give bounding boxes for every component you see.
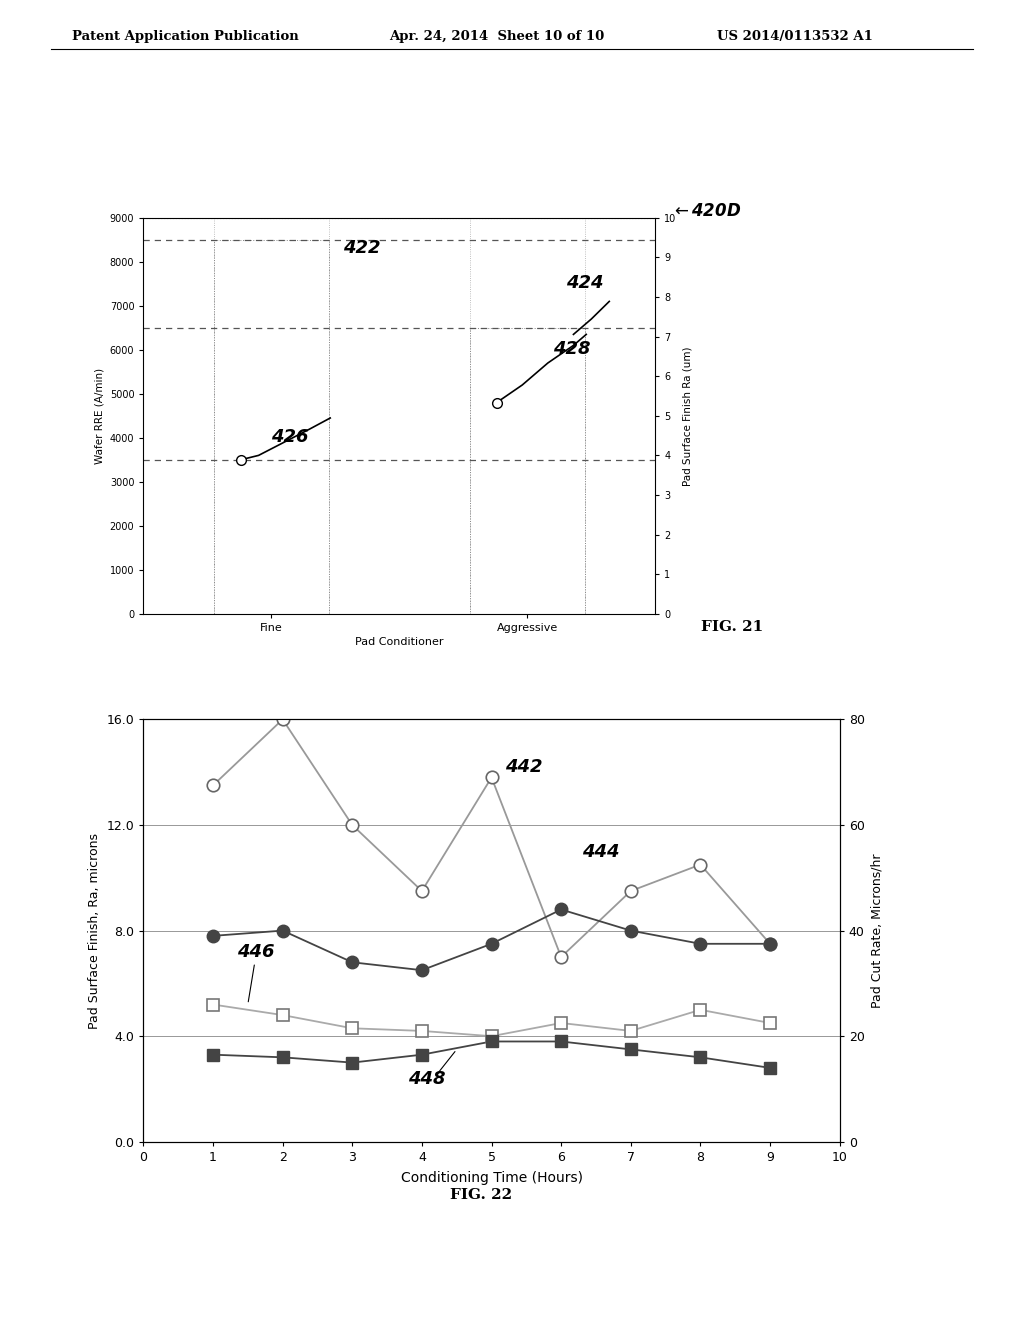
Text: Apr. 24, 2014  Sheet 10 of 10: Apr. 24, 2014 Sheet 10 of 10 (389, 30, 604, 44)
Y-axis label: Wafer RRE (A/min): Wafer RRE (A/min) (94, 368, 104, 463)
Text: FIG. 22: FIG. 22 (451, 1188, 512, 1201)
Text: 446: 446 (238, 942, 274, 961)
Y-axis label: Pad Surface Finish Ra (um): Pad Surface Finish Ra (um) (682, 346, 692, 486)
X-axis label: Pad Conditioner: Pad Conditioner (355, 638, 443, 647)
Text: 444: 444 (582, 842, 620, 861)
Text: 422: 422 (343, 239, 381, 257)
Text: US 2014/0113532 A1: US 2014/0113532 A1 (717, 30, 872, 44)
Bar (214, 240, 329, 614)
Text: FIG. 21: FIG. 21 (701, 620, 764, 635)
Text: $\leftarrow$420D: $\leftarrow$420D (671, 202, 741, 220)
Bar (470, 327, 585, 614)
Text: Patent Application Publication: Patent Application Publication (72, 30, 298, 44)
Text: 448: 448 (408, 1069, 445, 1088)
Text: 442: 442 (506, 758, 543, 776)
Text: 426: 426 (271, 428, 309, 446)
Y-axis label: Pad Cut Rate, Microns/hr: Pad Cut Rate, Microns/hr (870, 853, 884, 1008)
X-axis label: Conditioning Time (Hours): Conditioning Time (Hours) (400, 1171, 583, 1185)
Y-axis label: Pad Surface Finish, Ra, microns: Pad Surface Finish, Ra, microns (88, 833, 101, 1028)
Text: 424: 424 (565, 275, 603, 292)
Text: 428: 428 (553, 341, 591, 358)
